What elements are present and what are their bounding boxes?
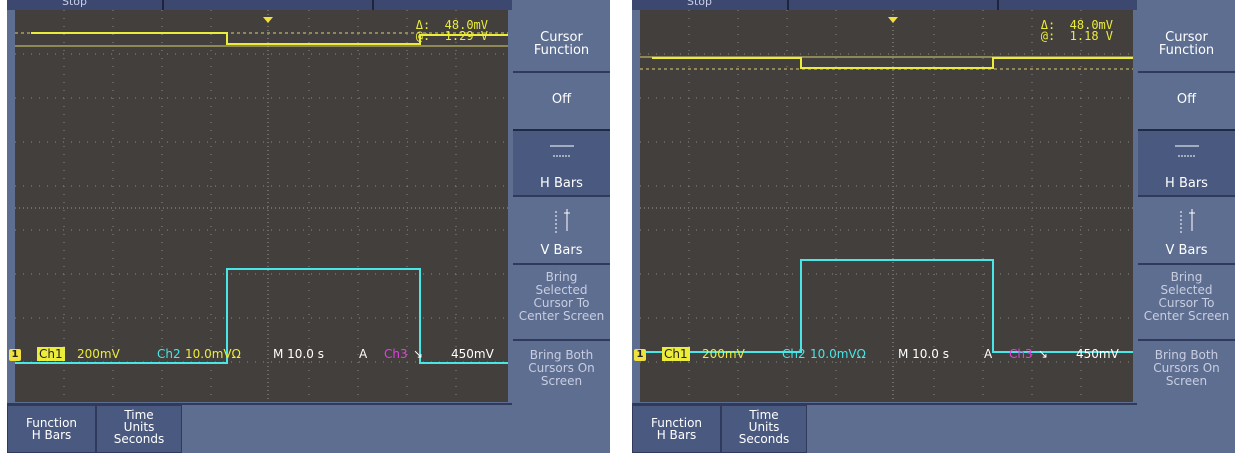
trigger-position-marker (888, 17, 898, 23)
cursor-readout: Δ: 48.0mV @: 1.18 V (1040, 18, 1113, 43)
vbars-button[interactable]: V Bars (513, 195, 610, 263)
channel-status-line: Ch1 200mV Ch2 10.0mVΩ M 10.0 s A Ch3 ↘ 4… (15, 347, 508, 361)
cursor-at-readout: @: 1.29 V (415, 29, 488, 43)
vbars-icon (555, 209, 570, 233)
cursor-delta-readout: Δ: 48.0mV (415, 18, 488, 32)
hbars-button[interactable]: H Bars (1138, 129, 1235, 195)
function-label: Function (650, 416, 703, 430)
time-units-value: Seconds (113, 432, 165, 446)
cursor-at-readout: @: 1.18 V (1040, 29, 1113, 43)
bottom-divider (632, 403, 1137, 405)
cursor-function-title: Cursor Function (533, 30, 590, 58)
hbars-label: H Bars (540, 176, 583, 191)
trigger-level: 450mV (451, 347, 494, 361)
vbars-icon (1180, 209, 1195, 233)
ch2-scale: 10.0mVΩ (810, 347, 866, 361)
function-value: H Bars (656, 428, 697, 442)
side-menu: Cursor Function Off H Bars V Bars Bring … (1138, 0, 1235, 453)
ch1-ground-marker: 1 (634, 349, 646, 361)
ch2-label: Ch2 (782, 347, 806, 361)
waveform-graticule (640, 10, 1133, 402)
hbars-icon (1174, 145, 1199, 157)
vbars-button[interactable]: V Bars (1138, 195, 1235, 263)
ch1-scale: 200mV (77, 347, 120, 361)
acquisition-status: Stop (62, 0, 88, 8)
trigger-level: 450mV (1076, 347, 1119, 361)
ch2-trace (15, 268, 508, 364)
trigger-slope: ↘ (413, 347, 424, 361)
oscilloscope-screenshot-right: Stop Δ: 48.0m (632, 0, 1235, 453)
timebase: M 10.0 s (898, 347, 949, 361)
bottom-divider (7, 403, 512, 405)
ch1-label: Ch1 (37, 347, 65, 361)
trigger-mode: A (359, 347, 368, 361)
function-label: Function (25, 416, 78, 430)
trigger-source: Ch3 (384, 347, 408, 361)
bring-both-cursors-button[interactable]: Bring Both Cursors On Screen (513, 339, 610, 401)
oscilloscope-screenshot-left: Stop (7, 0, 610, 453)
side-menu: Cursor Function Off H Bars V Bars Bring … (513, 0, 610, 453)
waveform-graticule (15, 10, 508, 402)
function-button[interactable]: Function H Bars (632, 405, 721, 453)
function-button[interactable]: Function H Bars (7, 405, 96, 453)
ch2-scale: 10.0mVΩ (185, 347, 241, 361)
function-value: H Bars (31, 428, 72, 442)
time-units-button[interactable]: Time Units Seconds (96, 405, 182, 453)
top-status-bar: Stop (7, 0, 512, 10)
ch1-trace (31, 32, 508, 45)
waveform-display: Δ: 48.0mV @: 1.29 V 1 Ch1 200mV Ch2 10.0… (9, 10, 508, 402)
time-units-value: Seconds (738, 432, 790, 446)
bring-selected-cursor-button[interactable]: Bring Selected Cursor To Center Screen (513, 263, 610, 339)
trigger-mode: A (984, 347, 993, 361)
bring-selected-cursor-button[interactable]: Bring Selected Cursor To Center Screen (1138, 263, 1235, 339)
top-status-bar: Stop (632, 0, 1137, 10)
time-units-button[interactable]: Time Units Seconds (721, 405, 807, 453)
vbars-label: V Bars (1165, 243, 1208, 258)
off-button[interactable]: Off (1138, 71, 1235, 129)
top-tab (787, 0, 999, 10)
time-units-label: Time Units (123, 408, 155, 434)
ch1-label: Ch1 (662, 347, 690, 361)
bring-both-cursors-button[interactable]: Bring Both Cursors On Screen (1138, 339, 1235, 401)
off-button[interactable]: Off (513, 71, 610, 129)
timebase: M 10.0 s (273, 347, 324, 361)
top-tab (162, 0, 374, 10)
cursor-function-title: Cursor Function (1158, 30, 1215, 58)
cursor-readout: Δ: 48.0mV @: 1.29 V (415, 18, 488, 43)
trigger-position-marker (263, 17, 273, 23)
hbars-icon (549, 145, 574, 157)
trigger-source: Ch3 (1009, 347, 1033, 361)
ch1-scale: 200mV (702, 347, 745, 361)
channel-status-line: Ch1 200mV Ch2 10.0mVΩ M 10.0 s A Ch3 ↘ 4… (640, 347, 1133, 361)
acquisition-status: Stop (687, 0, 713, 8)
hbars-label: H Bars (1165, 176, 1208, 191)
time-units-label: Time Units (748, 408, 780, 434)
ch2-trace (640, 259, 1133, 353)
vbars-label: V Bars (540, 243, 583, 258)
cursor-delta-readout: Δ: 48.0mV (1040, 18, 1113, 32)
ch2-label: Ch2 (157, 347, 181, 361)
waveform-display: Δ: 48.0mV @: 1.18 V 1 Ch1 200mV Ch2 10.0… (634, 10, 1133, 402)
ch1-trace (652, 57, 1133, 69)
trigger-slope: ↘ (1038, 347, 1049, 361)
hbars-button[interactable]: H Bars (513, 129, 610, 195)
ch1-ground-marker: 1 (9, 349, 21, 361)
